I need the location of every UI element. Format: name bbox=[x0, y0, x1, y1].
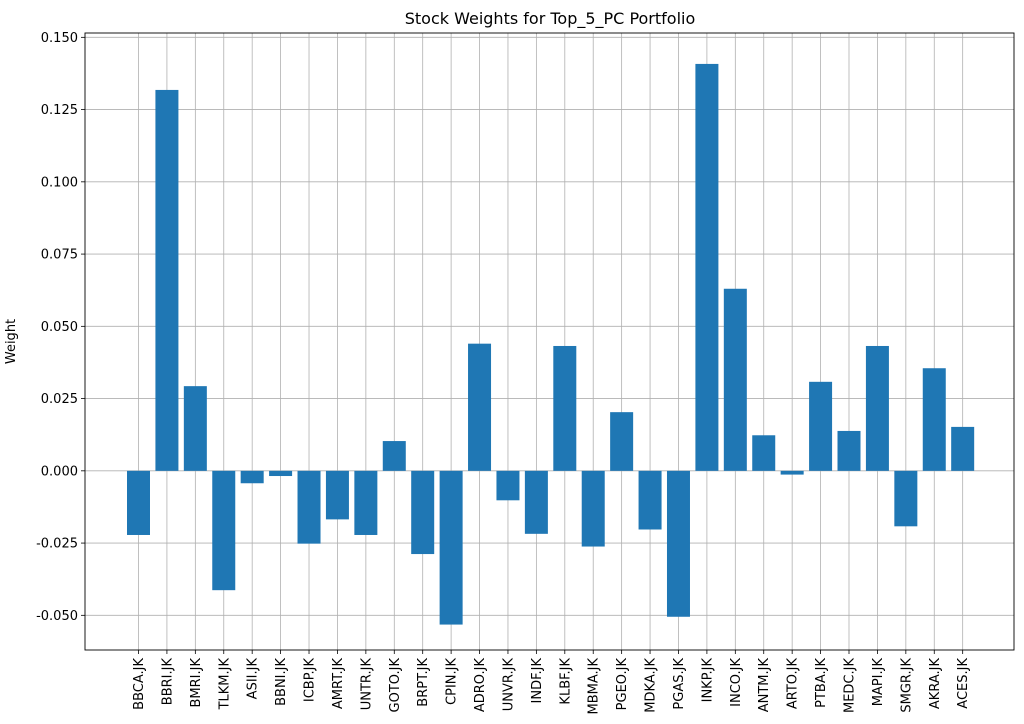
x-tick-label: ASII.JK bbox=[246, 658, 261, 700]
x-tick-label: GOTO.JK bbox=[388, 658, 403, 713]
x-tick-label: ADRO.JK bbox=[473, 658, 488, 713]
x-tick-label: UNVR.JK bbox=[501, 658, 516, 712]
y-tick-label: -0.050 bbox=[36, 609, 78, 624]
bar bbox=[382, 441, 406, 471]
bar bbox=[155, 89, 179, 471]
bar bbox=[354, 470, 378, 535]
bar bbox=[183, 386, 207, 471]
x-tick-label: BBRI.JK bbox=[160, 658, 175, 706]
bar-layer bbox=[127, 63, 975, 625]
y-tick-label: 0.100 bbox=[41, 175, 78, 190]
y-tick-label: 0.000 bbox=[41, 464, 78, 479]
x-tick-label: ARTO.JK bbox=[786, 658, 801, 710]
x-tick-label: ANTM.JK bbox=[757, 658, 772, 713]
bar bbox=[581, 470, 605, 547]
y-axis-label: Weight bbox=[4, 319, 19, 364]
bar bbox=[411, 470, 435, 555]
x-tick-label: TLKM.JK bbox=[217, 658, 232, 711]
x-tick-label: CPIN.JK bbox=[445, 658, 460, 705]
x-tick-label: BMRI.JK bbox=[189, 658, 204, 708]
y-tick-layer: -0.050 -0.025 0.000 0.025 0.050 0.075 0.100 0.1… bbox=[36, 31, 78, 624]
bar bbox=[468, 343, 492, 471]
bar bbox=[894, 470, 918, 527]
bar bbox=[695, 63, 719, 471]
x-tick-label: PGEO.JK bbox=[615, 658, 630, 711]
chart-title: Stock Weights for Top_5_PC Portfolio bbox=[405, 9, 696, 29]
x-tick-label: AKRA.JK bbox=[928, 658, 943, 710]
bar bbox=[496, 470, 520, 501]
x-tick-label: ICBP.JK bbox=[303, 658, 318, 703]
y-tick-label: -0.025 bbox=[36, 537, 78, 552]
x-tick-label: PGAS.JK bbox=[672, 658, 687, 710]
x-tick-label: BBNI.JK bbox=[274, 658, 289, 706]
bar bbox=[951, 426, 975, 471]
x-tick-label: MEDC.JK bbox=[843, 658, 858, 713]
x-tick-label: INKP.JK bbox=[700, 658, 715, 703]
bar bbox=[240, 470, 264, 484]
bar bbox=[439, 470, 463, 625]
x-tick-label: INCO.JK bbox=[729, 658, 744, 707]
bar bbox=[780, 470, 804, 475]
x-tick-layer: BBCA.JK BBRI.JK BMRI.JK TLKM.JK ASII.JK BBNI.… bbox=[132, 658, 971, 715]
x-tick-label: BBCA.JK bbox=[132, 658, 147, 710]
bar bbox=[865, 345, 889, 471]
x-tick-label: SMGR.JK bbox=[899, 658, 914, 713]
bar bbox=[723, 288, 747, 471]
x-tick-label: MAPI.JK bbox=[871, 658, 886, 707]
bar bbox=[610, 412, 634, 471]
y-tick-label: 0.125 bbox=[41, 103, 78, 118]
grid-layer bbox=[85, 33, 1014, 650]
bar bbox=[127, 470, 150, 535]
plot-frame bbox=[84, 32, 1015, 651]
bar bbox=[666, 470, 690, 617]
x-tick-label: BRPT.JK bbox=[416, 658, 431, 707]
bar bbox=[809, 381, 833, 471]
x-tick-label: PTBA.JK bbox=[814, 658, 829, 708]
x-tick-label: INDF.JK bbox=[530, 658, 545, 704]
bar bbox=[752, 435, 776, 471]
x-tick-label: MBMA.JK bbox=[587, 658, 602, 715]
y-tick-label: 0.050 bbox=[41, 320, 78, 335]
x-tick-label: AMRT.JK bbox=[331, 658, 346, 710]
x-tick-label: ACES.JK bbox=[956, 658, 971, 709]
x-tick-label: UNTR.JK bbox=[359, 658, 374, 711]
bar bbox=[524, 470, 548, 534]
axis-layer bbox=[81, 32, 1015, 654]
x-tick-label: KLBF.JK bbox=[558, 658, 573, 705]
bar bbox=[212, 470, 236, 591]
bar bbox=[922, 368, 946, 471]
y-tick-label: 0.075 bbox=[41, 248, 78, 263]
bar bbox=[325, 470, 349, 520]
bar bbox=[837, 430, 861, 471]
y-tick-label: 0.150 bbox=[41, 31, 78, 46]
bar bbox=[269, 470, 293, 477]
bar bbox=[297, 470, 321, 544]
bar bbox=[638, 470, 662, 530]
x-tick-label: MDKA.JK bbox=[644, 658, 659, 713]
bar bbox=[553, 345, 577, 471]
y-tick-label: 0.025 bbox=[41, 392, 78, 407]
